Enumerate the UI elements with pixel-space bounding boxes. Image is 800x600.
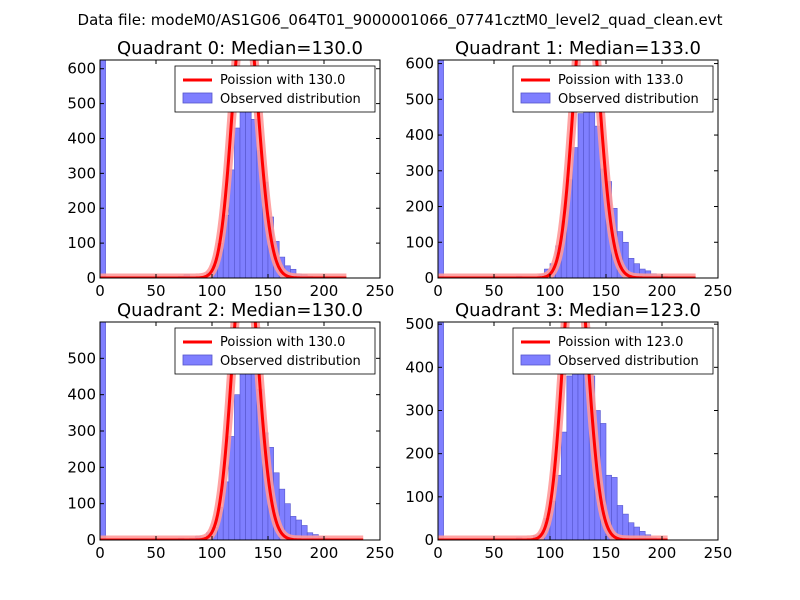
y-tick-label: 400: [405, 358, 434, 376]
panel-quadrant-2: 0 50 100 150 200 250 0 100 200 300 400 500 Quadrant …: [67, 300, 395, 562]
y-tick-label: 300: [67, 164, 96, 182]
x-tick-label: 100: [536, 544, 565, 562]
histogram-bar: [100, 60, 106, 278]
x-tick-label: 150: [254, 544, 283, 562]
histogram-bar: [438, 60, 444, 278]
y-tick-label: 400: [405, 126, 434, 144]
plot-area: [438, 60, 699, 278]
histogram-bar: [239, 356, 246, 540]
x-tick-label: 250: [366, 544, 395, 562]
y-tick-label: 300: [405, 162, 434, 180]
legend-observed-label: Observed distribution: [558, 354, 699, 369]
histogram-bar: [239, 96, 246, 278]
y-tick-label: 100: [67, 495, 96, 513]
panel-quadrant-0: 0 50 100 150 200 250 0 100 200 300 400 500 600 Quadra…: [67, 38, 395, 300]
panel-title: Quadrant 0: Median=130.0: [117, 38, 363, 59]
y-tick-label: 200: [405, 445, 434, 463]
y-tick-label: 0: [86, 531, 96, 549]
legend-observed-label: Observed distribution: [220, 354, 361, 369]
x-tick-label: 250: [704, 544, 733, 562]
histogram-bar: [577, 113, 584, 278]
legend: Poission with 123.0 Observed distribution: [512, 327, 714, 375]
y-tick-label: 0: [424, 269, 434, 287]
y-tick-label: 300: [405, 401, 434, 419]
x-tick-label: 0: [95, 282, 105, 300]
histogram-bar: [438, 322, 444, 540]
y-tick-label: 100: [405, 488, 434, 506]
histogram-bar: [583, 86, 590, 278]
legend-poisson-label: Poission with 130.0: [220, 335, 345, 350]
legend-box: [512, 65, 714, 113]
panel-quadrant-1: 0 50 100 150 200 250 0 100 200 300 400 500 600 Quadra…: [405, 38, 733, 300]
legend-observed-label: Observed distribution: [220, 92, 361, 107]
y-tick-label: 500: [405, 315, 434, 333]
x-tick-label: 0: [433, 282, 443, 300]
legend-poisson-label: Poission with 133.0: [558, 73, 683, 88]
legend: Poission with 133.0 Observed distribution: [512, 65, 714, 113]
panel-title: Quadrant 1: Median=133.0: [455, 38, 701, 59]
histogram-bar: [572, 147, 579, 278]
x-tick-label: 100: [198, 544, 227, 562]
legend-observed-label: Observed distribution: [558, 92, 699, 107]
poisson-curve: [438, 60, 696, 278]
y-tick-label: 500: [67, 95, 96, 113]
x-tick-label: 150: [592, 282, 621, 300]
legend-box: [512, 327, 714, 375]
y-tick-label: 500: [405, 90, 434, 108]
x-tick-label: 100: [198, 282, 227, 300]
figure-suptitle: Data file: modeM0/AS1G06_064T01_90000010…: [78, 11, 723, 30]
y-tick-label: 300: [67, 422, 96, 440]
legend-observed-swatch: [182, 354, 213, 366]
y-tick-label: 100: [67, 234, 96, 252]
histogram-bar: [250, 118, 258, 278]
y-tick-label: 400: [67, 386, 96, 404]
x-tick-label: 200: [310, 544, 339, 562]
legend-box: [174, 65, 376, 113]
panel-title: Quadrant 3: Median=123.0: [455, 300, 701, 321]
y-tick-label: 600: [67, 60, 96, 78]
x-tick-label: 150: [254, 282, 283, 300]
histogram-bar: [560, 431, 568, 540]
axes-frame: [99, 59, 381, 279]
legend: Poission with 130.0 Observed distribution: [174, 327, 376, 375]
x-tick-label: 150: [592, 544, 621, 562]
legend-observed-swatch: [520, 92, 551, 104]
y-tick-label: 200: [405, 198, 434, 216]
y-tick-label: 600: [405, 55, 434, 73]
x-tick-label: 50: [484, 282, 503, 300]
y-tick-label: 100: [405, 233, 434, 251]
x-tick-label: 0: [95, 544, 105, 562]
histogram-bar: [566, 375, 573, 540]
axes-frame: [437, 321, 719, 541]
x-tick-label: 250: [704, 282, 733, 300]
y-tick-label: 400: [67, 129, 96, 147]
panel-title: Quadrant 2: Median=130.0: [117, 300, 363, 321]
legend-observed-swatch: [182, 92, 213, 104]
x-tick-label: 200: [648, 544, 677, 562]
histogram-bar: [234, 394, 241, 540]
y-tick-label: 0: [86, 269, 96, 287]
y-tick-label: 0: [424, 531, 434, 549]
histogram-bar: [588, 99, 596, 278]
x-tick-label: 100: [536, 282, 565, 300]
legend-poisson-label: Poission with 130.0: [220, 73, 345, 88]
legend-poisson-label: Poission with 123.0: [558, 335, 683, 350]
x-tick-label: 250: [366, 282, 395, 300]
x-tick-label: 50: [146, 544, 165, 562]
legend-box: [174, 327, 376, 375]
y-tick-label: 500: [67, 349, 96, 367]
panel-quadrant-3: 0 50 100 150 200 250 0 100 200 300 400 500 Quadrant …: [405, 300, 733, 562]
x-tick-label: 0: [433, 544, 443, 562]
axes-frame: [437, 59, 719, 279]
x-tick-label: 50: [146, 282, 165, 300]
x-tick-label: 200: [310, 282, 339, 300]
legend: Poission with 130.0 Observed distribution: [174, 65, 376, 113]
x-tick-label: 200: [648, 282, 677, 300]
y-tick-label: 200: [67, 458, 96, 476]
y-tick-label: 200: [67, 199, 96, 217]
histogram-bar: [234, 127, 241, 278]
x-tick-label: 50: [484, 544, 503, 562]
legend-observed-swatch: [520, 354, 551, 366]
